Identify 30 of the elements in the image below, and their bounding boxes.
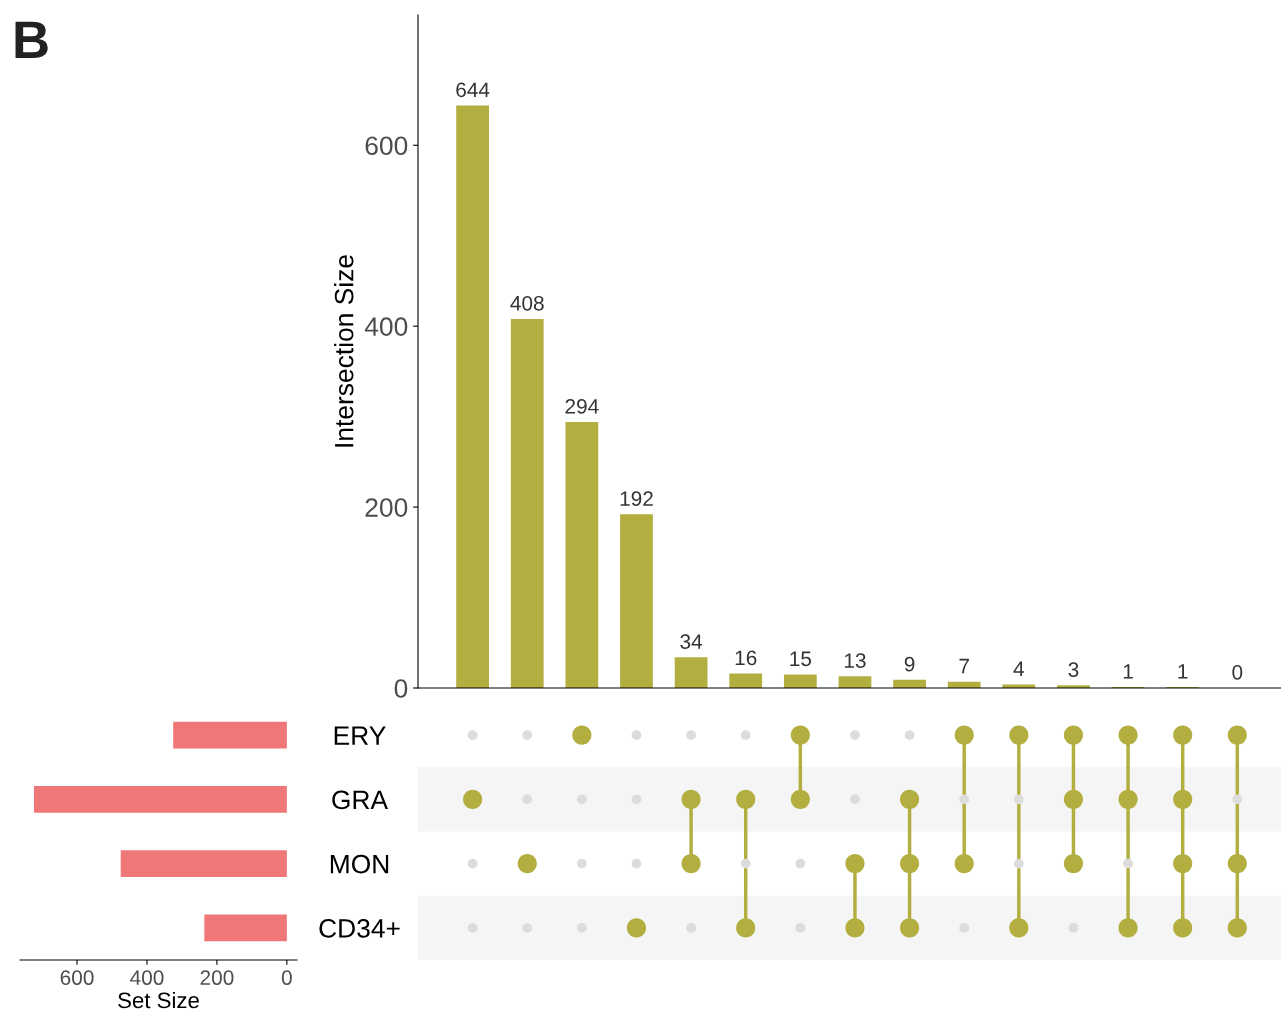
x-tick-label: 400	[130, 970, 164, 986]
y-tick-label: CD34+	[319, 919, 400, 938]
data-label: 16	[735, 650, 757, 666]
y-tick-label: MON	[330, 854, 389, 874]
y-tick-label: GRA	[332, 790, 389, 810]
data-label: 15	[790, 651, 812, 667]
data-label: 294	[565, 399, 599, 414]
data-label: 7	[959, 658, 969, 674]
data-label: 192	[620, 491, 653, 507]
x-tick-label: 600	[60, 970, 94, 986]
x-tick-label: 200	[200, 970, 234, 986]
y-tick-label: 600	[365, 136, 408, 156]
x-tick-label: 0	[281, 970, 292, 986]
x-axis-title: Set Size	[118, 991, 199, 1009]
text: B	[15, 21, 48, 58]
data-label: 3	[1068, 662, 1079, 677]
data-label: 13	[844, 653, 866, 668]
data-label: 0	[1232, 664, 1243, 680]
y-tick-label: 400	[364, 317, 408, 336]
data-label: 9	[904, 656, 915, 672]
data-label: 408	[510, 295, 544, 311]
data-label: 34	[680, 634, 703, 649]
data-label: 644	[456, 82, 490, 98]
y-tick-label: 0	[394, 679, 408, 698]
y-tick-label: 200	[365, 498, 408, 517]
y-axis-title: Intersection Size	[334, 255, 354, 447]
data-label: 1	[1123, 664, 1133, 679]
data-label: 4	[1013, 661, 1025, 676]
y-tick-label: ERY	[334, 726, 386, 745]
data-label: 1	[1178, 664, 1188, 679]
